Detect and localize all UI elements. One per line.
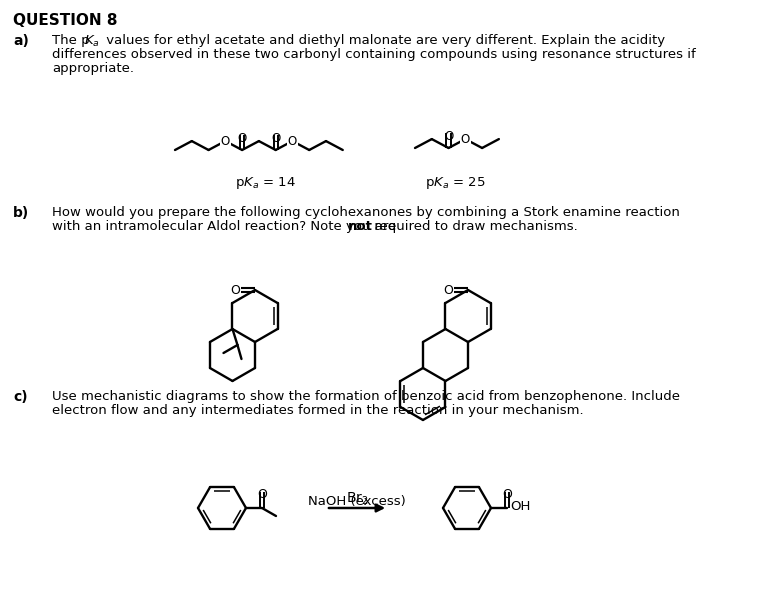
Text: The p: The p — [52, 34, 89, 47]
Text: Use mechanistic diagrams to show the formation of benzoic acid from benzophenone: Use mechanistic diagrams to show the for… — [52, 390, 680, 403]
Text: How would you prepare the following cyclohexanones by combining a Stork enamine : How would you prepare the following cycl… — [52, 206, 680, 219]
Text: b): b) — [13, 206, 30, 220]
Text: OH: OH — [510, 501, 531, 513]
Text: O: O — [287, 135, 297, 147]
Text: appropriate.: appropriate. — [52, 62, 134, 75]
Text: O: O — [461, 132, 470, 146]
Text: NaOH (excess): NaOH (excess) — [308, 495, 406, 508]
Text: O: O — [444, 130, 453, 143]
Text: O: O — [230, 283, 240, 296]
Text: values for ethyl acetate and diethyl malonate are very different. Explain the ac: values for ethyl acetate and diethyl mal… — [102, 34, 665, 47]
Text: with an intramolecular Aldol reaction? Note you are: with an intramolecular Aldol reaction? N… — [52, 220, 401, 233]
Text: differences observed in these two carbonyl containing compounds using resonance : differences observed in these two carbon… — [52, 48, 695, 61]
Text: O: O — [271, 132, 280, 145]
Text: O: O — [443, 283, 453, 296]
Text: p$K_a$ = 25: p$K_a$ = 25 — [425, 175, 485, 191]
Text: required to draw mechanisms.: required to draw mechanisms. — [370, 220, 578, 233]
Text: O: O — [238, 132, 247, 145]
Text: O: O — [502, 488, 512, 501]
Text: Br$_2$: Br$_2$ — [346, 491, 368, 507]
Text: O: O — [221, 135, 230, 147]
Text: QUESTION 8: QUESTION 8 — [13, 13, 117, 28]
Text: a): a) — [13, 34, 29, 48]
Text: electron flow and any intermediates formed in the reaction in your mechanism.: electron flow and any intermediates form… — [52, 404, 584, 417]
Text: c): c) — [13, 390, 28, 404]
Text: p$K_a$ = 14: p$K_a$ = 14 — [235, 175, 295, 191]
Text: $K_a$: $K_a$ — [84, 34, 99, 49]
Text: O: O — [257, 488, 267, 501]
Text: not: not — [348, 220, 373, 233]
